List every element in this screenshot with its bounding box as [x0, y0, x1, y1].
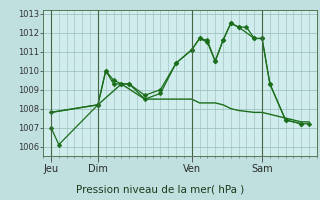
Text: Pression niveau de la mer( hPa ): Pression niveau de la mer( hPa ) — [76, 184, 244, 194]
